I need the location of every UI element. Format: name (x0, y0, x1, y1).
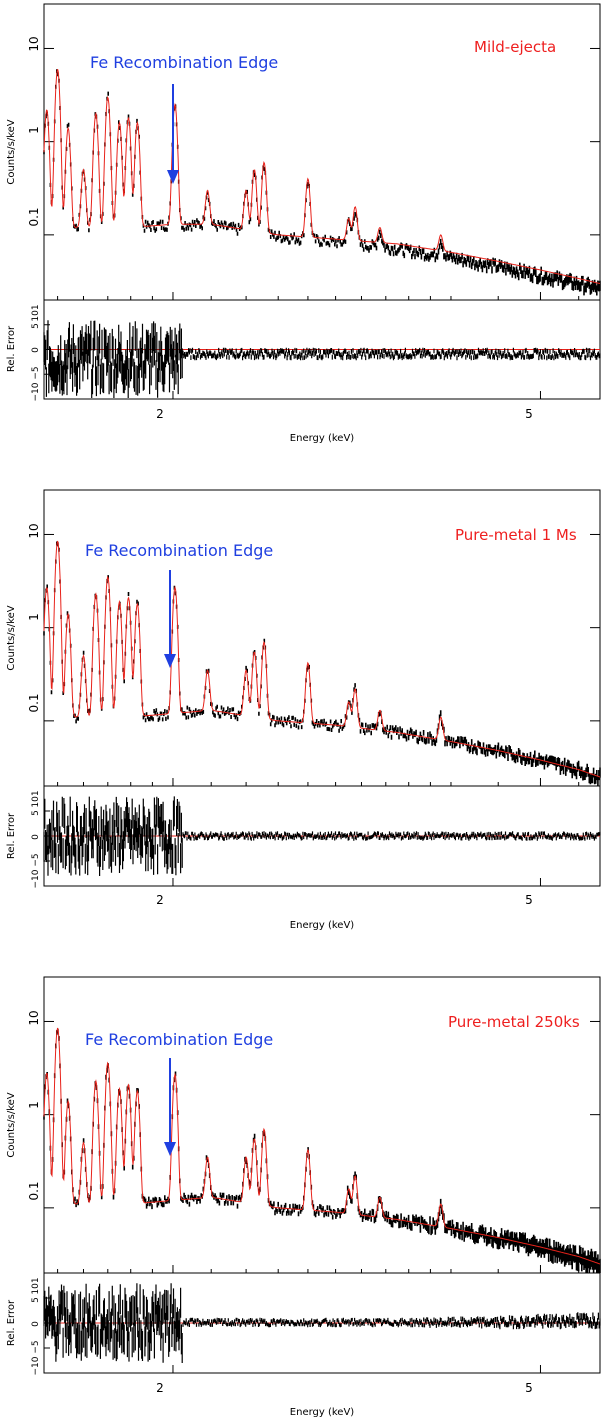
y-tick-label-10: 10 (27, 523, 41, 538)
lower-y-axis-title: Rel. Error (6, 325, 17, 372)
fe-edge-annotation: Fe Recombination Edge (85, 1030, 273, 1049)
resid-tick-label-minus10: −10 (31, 382, 41, 401)
resid-tick-label-minus10: −10 (31, 1356, 41, 1375)
annotation-arrow (167, 84, 179, 184)
y-tick-label-1: 1 (27, 1101, 41, 1109)
x-tick-label-5: 5 (525, 1381, 533, 1395)
panel-label: Pure-metal 1 Ms (455, 526, 577, 544)
resid-tick-label-0: 0 (31, 347, 41, 353)
upper-y-axis-title: Counts/s/keV (6, 605, 17, 670)
resid-tick-label-minus10: −10 (31, 869, 41, 888)
residual-data-layer (43, 785, 601, 887)
y-tick-label-0.1: 0.1 (27, 693, 41, 712)
resid-tick-label-101: 101 (31, 1277, 41, 1294)
x-tick-label-2: 2 (156, 893, 164, 907)
resid-tick-label-0: 0 (31, 1321, 41, 1327)
x-axis-title: Energy (keV) (290, 920, 355, 931)
y-tick-label-10: 10 (27, 1010, 41, 1025)
spectrum-data-layer (43, 1020, 601, 1273)
residual-band (43, 1283, 601, 1363)
fe-edge-annotation: Fe Recombination Edge (90, 53, 278, 72)
upper-y-axis-title: Counts/s/keV (6, 119, 17, 184)
resid-tick-label-minus5: −5 (31, 366, 41, 379)
x-tick-label-2: 2 (156, 1381, 164, 1395)
y-tick-label-10: 10 (27, 36, 41, 51)
resid-tick-label-5: 5 (31, 323, 41, 329)
panel-label: Mild-ejecta (474, 38, 556, 56)
residual-data-layer (43, 1272, 601, 1374)
model-curve (43, 68, 601, 285)
upper-y-axis-title: Counts/s/keV (6, 1092, 17, 1157)
x-tick-label-5: 5 (525, 407, 533, 421)
spectrum-panel-pure-metal-1ms: 10 1 0.1 Counts/s/keV Rel. Error 101 5 0… (6, 489, 601, 931)
model-curve (43, 1027, 601, 1265)
y-tick-label-1: 1 (27, 613, 41, 621)
resid-tick-label-minus5: −5 (31, 853, 41, 866)
resid-tick-label-5: 5 (31, 810, 41, 816)
resid-tick-label-101: 101 (31, 790, 41, 807)
model-curve (43, 540, 601, 778)
x-axis-title: Energy (keV) (290, 433, 355, 444)
residual-band (43, 320, 601, 398)
resid-tick-label-0: 0 (31, 834, 41, 840)
resid-tick-label-101: 101 (31, 304, 41, 321)
y-tick-label-1: 1 (27, 126, 41, 134)
fe-edge-annotation: Fe Recombination Edge (85, 541, 273, 560)
spectrum-data-layer (43, 533, 601, 786)
residual-data-layer (43, 299, 601, 400)
spectrum-panel-pure-metal-250ks: 10 1 0.1 Counts/s/keV Rel. Error 101 5 0… (6, 976, 601, 1418)
panel-label: Pure-metal 250ks (448, 1013, 580, 1031)
residual-band (43, 796, 601, 876)
y-tick-label-0.1: 0.1 (27, 1181, 41, 1200)
x-tick-label-2: 2 (156, 407, 164, 421)
y-tick-label-0.1: 0.1 (27, 207, 41, 226)
resid-tick-label-minus5: −5 (31, 1340, 41, 1353)
lower-y-axis-title: Rel. Error (6, 1299, 17, 1346)
spectrum-data-layer (43, 47, 601, 300)
x-tick-label-5: 5 (525, 893, 533, 907)
lower-y-axis-title: Rel. Error (6, 812, 17, 859)
annotation-arrow (164, 570, 176, 668)
x-axis-title: Energy (keV) (290, 1407, 355, 1418)
resid-tick-label-5: 5 (31, 1297, 41, 1303)
annotation-arrow (164, 1058, 176, 1156)
spectrum-panel-mild-ejecta: 10 1 0.1 Counts/s/keV Rel. Error 101 5 0… (6, 3, 601, 444)
